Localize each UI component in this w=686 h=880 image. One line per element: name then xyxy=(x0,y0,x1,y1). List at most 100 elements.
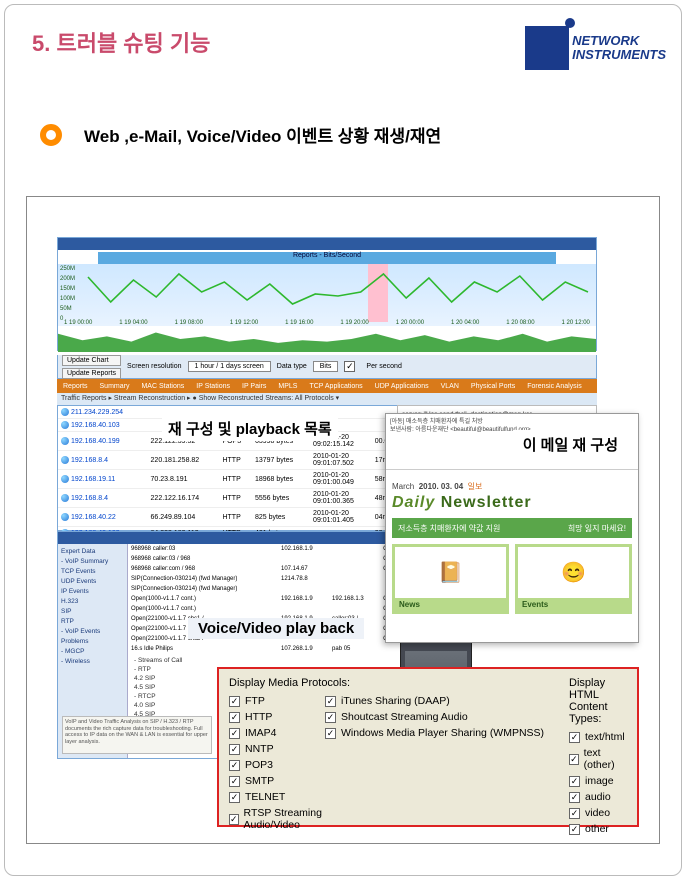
checkbox-item[interactable]: ✓image xyxy=(569,775,627,787)
content-frame: Reports - Bits/Second 250M200M150M100M50… xyxy=(26,196,660,844)
email-title: 이 메일 재 구성 xyxy=(513,430,628,459)
chart-area xyxy=(58,326,596,352)
checkbox-icon[interactable]: ✓ xyxy=(229,760,240,771)
tab[interactable]: IP Stations xyxy=(196,383,230,390)
checkbox-item[interactable]: ✓IMAP4 xyxy=(229,727,325,739)
checkbox-icon[interactable]: ✓ xyxy=(229,728,240,739)
checkbox-icon[interactable]: ✓ xyxy=(569,776,580,787)
checkbox-item[interactable]: ✓iTunes Sharing (DAAP) xyxy=(325,695,555,707)
nl-col-2: 😊 Events xyxy=(515,544,632,614)
tab[interactable]: TCP Applications xyxy=(309,383,362,390)
checkbox-item[interactable]: ✓FTP xyxy=(229,695,325,707)
nl-bar-left: 저소득층 치매환자에 약값 지원 xyxy=(398,523,500,534)
checkbox-item[interactable]: ✓Shoutcast Streaming Audio xyxy=(325,711,555,723)
checkbox-item[interactable]: ✓HTTP xyxy=(229,711,325,723)
nl-title: Daily Newsletter xyxy=(392,494,632,512)
checkbox-item[interactable]: ✓other xyxy=(569,823,627,835)
tab[interactable]: UDP Applications xyxy=(375,383,429,390)
screen-res-label: Screen resolution xyxy=(127,363,181,370)
nl-daily: Daily xyxy=(392,494,435,511)
checkbox-icon[interactable]: ✓ xyxy=(229,814,239,825)
nl-newsletter: Newsletter xyxy=(441,494,532,511)
protocols-mid-col: ✓iTunes Sharing (DAAP) ✓Shoutcast Streami… xyxy=(325,695,555,835)
bullet-icon xyxy=(40,124,62,146)
per-second-checkbox[interactable]: ✓ xyxy=(344,361,360,372)
nl-date-prefix: March xyxy=(392,482,414,491)
chart-header xyxy=(58,238,596,250)
tab[interactable]: MPLS xyxy=(278,383,297,390)
checkbox-item[interactable]: ✓text/html xyxy=(569,731,627,743)
page-title: 5. 트러블 슈팅 기능 xyxy=(32,26,210,58)
control-bar: Update Chart Update Reports Screen resol… xyxy=(57,355,597,379)
nl-col1-foot: News xyxy=(395,598,506,611)
html-types-header: Display HTML Content Types: xyxy=(569,677,627,725)
checkbox-item[interactable]: ✓Windows Media Player Sharing (WMPNSS) xyxy=(325,727,555,739)
protocols-left-col: ✓FTP ✓HTTP ✓IMAP4 ✓NNTP ✓POP3 ✓SMTP ✓TELNET ✓RT… xyxy=(229,695,325,835)
nl-col-1: 📔 News xyxy=(392,544,509,614)
checkbox-icon[interactable]: ✓ xyxy=(569,808,580,819)
checkbox-icon[interactable]: ✓ xyxy=(229,744,240,755)
tab[interactable]: Summary xyxy=(100,383,130,390)
chart-subheader: Reports - Bits/Second xyxy=(98,252,556,264)
logo-line1: NETWORK xyxy=(572,34,666,48)
data-type-select[interactable]: Bits xyxy=(313,361,339,372)
checkbox-item[interactable]: ✓RTSP Streaming Audio/Video xyxy=(229,807,325,831)
diagnostic-text: VoIP and Video Traffic Analysis on SIP /… xyxy=(62,716,212,754)
tab[interactable]: Physical Ports xyxy=(471,383,515,390)
per-second-label: Per second xyxy=(366,363,401,370)
checkbox-item[interactable]: ✓TELNET xyxy=(229,791,325,803)
checkbox-item[interactable]: ✓video xyxy=(569,807,627,819)
tab[interactable]: Forensic Analysis xyxy=(527,383,581,390)
tab[interactable]: MAC Stations xyxy=(141,383,184,390)
subtitle-row: Web ,e-Mail, Voice/Video 이벤트 상황 재생/재연 xyxy=(40,122,441,147)
traffic-label: 재 구성 및 playback 목록 xyxy=(162,416,338,441)
chart-x-axis: 1 19 00:001 19 04:001 19 08:001 19 12:00… xyxy=(58,320,596,326)
checkbox-icon[interactable]: ✓ xyxy=(569,824,580,835)
checkbox-icon[interactable]: ✓ xyxy=(325,696,336,707)
email-panel: 이 메일 재 구성 [아동] 매소득층 치매환자에 특길 처방 보낸사람: 아름… xyxy=(385,413,639,643)
media-protocols-header: Display Media Protocols: xyxy=(229,677,569,689)
nl-columns: 📔 News 😊 Events xyxy=(392,544,632,614)
header: 5. 트러블 슈팅 기능 NETWORK INSTRUMENTS xyxy=(32,26,666,70)
chart-panel: Reports - Bits/Second 250M200M150M100M50… xyxy=(57,237,597,351)
notebook-icon: 📔 xyxy=(395,547,506,598)
protocols-box: Display Media Protocols: ✓FTP ✓HTTP ✓IMAP4… xyxy=(217,667,639,827)
checkbox-icon[interactable]: ✓ xyxy=(325,728,336,739)
email-hdr1: [아동] 매소득층 치매환자에 특길 처방 xyxy=(390,418,634,426)
screen-res-select[interactable]: 1 hour / 1 days screen xyxy=(188,361,271,372)
update-reports-button[interactable]: Update Reports xyxy=(62,368,121,379)
tab[interactable]: Reports xyxy=(63,383,88,390)
protocols-right-col: Display HTML Content Types: ✓text/html ✓t… xyxy=(569,677,627,817)
checkbox-item[interactable]: ✓POP3 xyxy=(229,759,325,771)
checkbox-item[interactable]: ✓NNTP xyxy=(229,743,325,755)
checkbox-icon[interactable]: ✓ xyxy=(569,792,580,803)
checkbox-icon[interactable]: ✓ xyxy=(229,792,240,803)
checkbox-icon[interactable]: ✓ xyxy=(229,712,240,723)
nl-col2-foot: Events xyxy=(518,598,629,611)
logo-text: NETWORK INSTRUMENTS xyxy=(572,34,666,62)
checkbox-icon[interactable]: ✓ xyxy=(229,696,240,707)
chart-line xyxy=(58,264,596,326)
vv-label: Voice/Video play back xyxy=(188,618,364,639)
checkbox-icon[interactable]: ✓ xyxy=(229,776,240,787)
checkbox-icon[interactable]: ✓ xyxy=(325,712,336,723)
email-body: March 2010. 03. 04 일보 Daily Newsletter 저… xyxy=(386,470,638,620)
tabs-bar: Reports Summary MAC Stations IP Stations IP … xyxy=(57,379,597,393)
nl-bar-right: 희망 잃지 마세요! xyxy=(568,523,626,534)
checkbox-item[interactable]: ✓text (other) xyxy=(569,747,627,771)
chart-lower xyxy=(58,326,596,352)
checkbox-item[interactable]: ✓SMTP xyxy=(229,775,325,787)
nl-bar: 저소득층 치매환자에 약값 지원 희망 잃지 마세요! xyxy=(392,518,632,538)
update-chart-button[interactable]: Update Chart xyxy=(62,355,121,366)
tab[interactable]: IP Pairs xyxy=(242,383,266,390)
tab[interactable]: VLAN xyxy=(441,383,459,390)
face-icon: 😊 xyxy=(518,547,629,598)
data-type-label: Data type xyxy=(277,363,307,370)
checkbox-icon[interactable]: ✓ xyxy=(569,732,580,743)
checkbox-item[interactable]: ✓audio xyxy=(569,791,627,803)
subtitle: Web ,e-Mail, Voice/Video 이벤트 상황 재생/재연 xyxy=(84,122,441,147)
checkbox-icon[interactable]: ✓ xyxy=(569,754,579,765)
nl-date: 2010. 03. 04 xyxy=(419,482,463,491)
logo-line2: INSTRUMENTS xyxy=(572,48,666,62)
chart-body: 250M200M150M100M50M0 1 19 00:001 19 04:0… xyxy=(58,264,596,326)
